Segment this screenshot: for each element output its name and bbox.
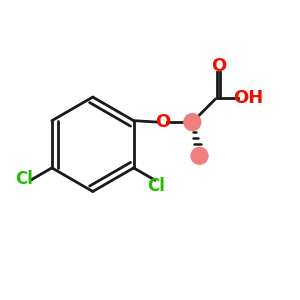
Text: O: O	[154, 113, 170, 131]
Text: O: O	[211, 57, 226, 75]
Circle shape	[183, 113, 202, 131]
Text: OH: OH	[234, 89, 264, 107]
Text: Cl: Cl	[15, 169, 33, 188]
Circle shape	[190, 147, 208, 165]
Text: Cl: Cl	[147, 177, 165, 195]
